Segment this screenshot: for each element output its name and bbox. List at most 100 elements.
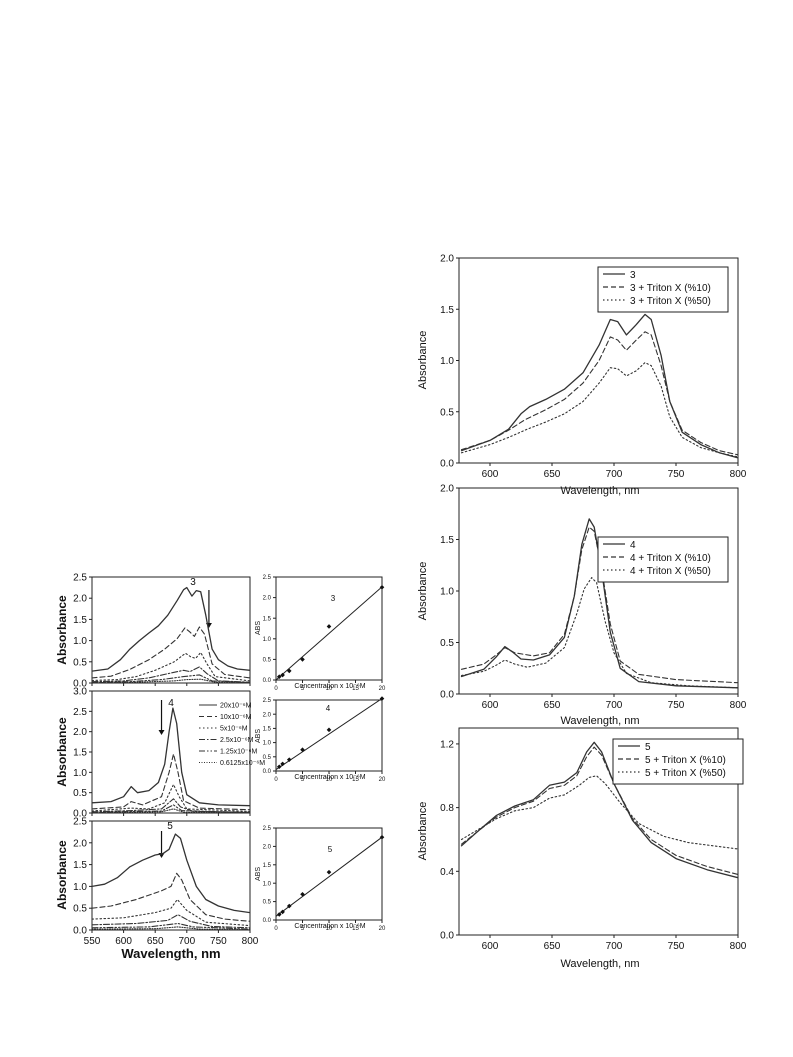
x-tick-label: 15 xyxy=(352,686,359,692)
y-tick-label: 1.0 xyxy=(263,637,272,643)
fit-line xyxy=(275,698,383,770)
series-line-1 xyxy=(460,313,738,459)
panel-label: 5 xyxy=(167,821,173,832)
x-tick-label: 20 xyxy=(379,926,386,932)
series-line-6 xyxy=(92,926,250,930)
y-tick-label: 2.5 xyxy=(73,573,87,584)
y-tick-label: 1.0 xyxy=(440,356,454,367)
x-tick-label: 750 xyxy=(210,936,227,947)
series-line-3 xyxy=(92,651,250,682)
chart-right-middle: 0.0 0.5 1.0 1.5 2.0 600 650 700 750 800 Absorbance… xyxy=(417,484,747,728)
x-tick-label: 650 xyxy=(544,941,561,952)
x-tick-label: 5 xyxy=(301,926,305,932)
y-tick-label: 1.5 xyxy=(263,616,272,622)
x-tick-label: 800 xyxy=(730,700,747,711)
series-line-2 xyxy=(460,526,738,684)
series-line-1 xyxy=(92,833,250,914)
y-tick-label: 0.0 xyxy=(73,926,87,937)
plot-frame xyxy=(91,820,251,931)
panel-label: 3 xyxy=(331,594,336,603)
y-tick-label: 1.0 xyxy=(73,768,87,779)
x-tick-label: 650 xyxy=(544,700,561,711)
data-point xyxy=(280,761,285,767)
y-tick-label: 1.5 xyxy=(73,615,87,626)
series-line-3 xyxy=(460,775,738,850)
legend-label: 3 + Triton X (%10) xyxy=(630,283,711,294)
data-point xyxy=(276,912,282,917)
y-tick-label: 1.0 xyxy=(440,587,454,598)
chart-right-top: 0.0 0.5 1.0 1.5 2.0 600 650 700 750 800 Absorbance… xyxy=(417,254,747,498)
y-tick-label: 0.5 xyxy=(73,788,87,799)
y-axis-label: Absorbance xyxy=(417,562,429,621)
y-tick-label: 0.0 xyxy=(440,931,454,942)
y-axis-label: Absorbance xyxy=(417,802,429,861)
x-axis-label: Concentration x 10⁻⁶M xyxy=(294,774,365,781)
panel-label: 3 xyxy=(190,577,196,588)
x-tick-label: 5 xyxy=(301,686,305,692)
series-line-1 xyxy=(92,586,250,672)
series-line-4 xyxy=(92,798,250,813)
series-line-6 xyxy=(92,808,250,813)
y-tick-label: 1.0 xyxy=(73,882,87,893)
data-point xyxy=(286,757,292,762)
data-point xyxy=(379,834,385,840)
legend-box xyxy=(597,536,729,583)
chart-left-bottom: 0.0 0.5 1.0 1.5 2.0 2.5 550 600 650 700 750 800 Abso… xyxy=(55,817,259,962)
y-tick-label: 0.5 xyxy=(263,900,272,906)
data-point xyxy=(326,624,332,629)
y-tick-label: 1.5 xyxy=(440,535,454,546)
y-tick-label: 0.0 xyxy=(263,678,272,684)
series-line-3 xyxy=(92,783,250,812)
series-line-3 xyxy=(460,362,738,458)
y-tick-label: 1.0 xyxy=(73,636,87,647)
series-line-1 xyxy=(460,518,738,689)
chart-calib-4: 0.0 0.5 1.0 1.5 2.0 2.5 0 5 10 15 20 ABS Concentrati… xyxy=(255,696,386,783)
x-tick-label: 700 xyxy=(606,941,623,952)
y-axis-label: ABS xyxy=(255,729,262,743)
x-tick-label: 750 xyxy=(668,941,685,952)
x-tick-label: 10 xyxy=(326,686,333,692)
data-point xyxy=(276,764,282,770)
x-tick-label: 15 xyxy=(352,926,359,932)
x-axis-label: Concentration x 10⁻⁶M xyxy=(294,923,365,930)
series-line-5 xyxy=(92,804,250,813)
y-tick-label: 0.5 xyxy=(73,904,87,915)
y-axis-label: Absorbance xyxy=(417,331,429,390)
y-tick-label: 0.0 xyxy=(73,679,87,690)
series-line-1 xyxy=(92,707,250,807)
legend-label: 5 xyxy=(645,742,651,753)
y-tick-label: 2.0 xyxy=(440,254,454,265)
x-axis-label: Wavelength, nm xyxy=(560,485,639,497)
y-tick-label: 2.0 xyxy=(73,594,87,605)
trend-arrow-head xyxy=(158,730,165,735)
x-tick-label: 550 xyxy=(84,936,101,947)
y-tick-label: 1.5 xyxy=(73,748,87,759)
x-tick-label: 0 xyxy=(274,926,278,932)
legend-label: 5 + Triton X (%10) xyxy=(645,755,726,766)
series-line-2 xyxy=(460,331,738,456)
y-tick-label: 2.0 xyxy=(263,596,272,602)
data-point xyxy=(276,674,282,680)
legend-label: 20x10⁻⁶M xyxy=(220,703,252,710)
x-tick-label: 650 xyxy=(147,936,164,947)
data-point xyxy=(379,696,385,701)
y-axis-label: ABS xyxy=(255,621,262,635)
fit-line xyxy=(275,586,383,681)
y-tick-label: 2.0 xyxy=(73,838,87,849)
y-tick-label: 2.5 xyxy=(263,698,272,704)
series-line-3 xyxy=(92,898,250,927)
x-tick-label: 700 xyxy=(606,700,623,711)
legend-label: 4 xyxy=(630,540,636,551)
x-tick-label: 700 xyxy=(606,469,623,480)
series-line-5 xyxy=(92,922,250,930)
x-tick-label: 650 xyxy=(544,469,561,480)
y-tick-label: 0.4 xyxy=(440,867,454,878)
y-tick-label: 1.5 xyxy=(263,727,272,733)
series-line-5 xyxy=(92,674,250,683)
data-point xyxy=(379,585,385,590)
data-point xyxy=(280,909,285,915)
chart-calib-5: 0.0 0.5 1.0 1.5 2.0 2.5 0 5 10 15 20 ABS Concentrati… xyxy=(255,826,386,932)
x-tick-label: 10 xyxy=(326,777,333,783)
series-line-2 xyxy=(92,753,250,811)
